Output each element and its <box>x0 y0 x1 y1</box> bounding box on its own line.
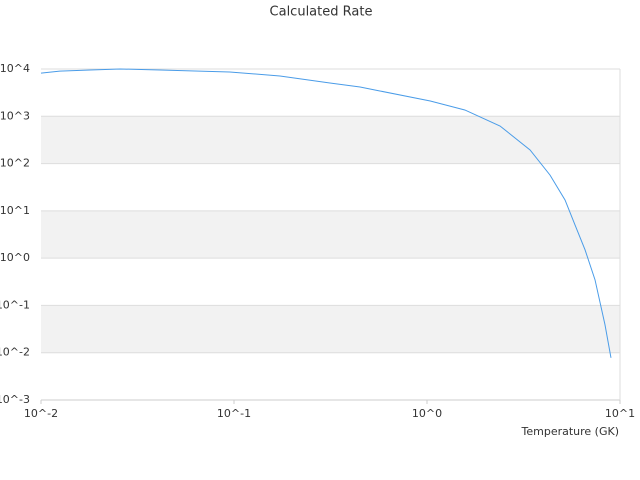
y-tick-label: 10^0 <box>0 251 30 264</box>
x-tick-label: 10^0 <box>412 407 442 420</box>
x-tick-label: 10^1 <box>605 407 635 420</box>
y-tick-label: 10^4 <box>0 62 30 75</box>
grid-band <box>41 210 620 259</box>
data-line <box>40 68 612 358</box>
grid-band <box>41 116 620 164</box>
y-tick-label: 10^3 <box>0 109 30 122</box>
x-axis-label: Temperature (GK) <box>521 425 620 438</box>
y-tick-label: 10^2 <box>0 157 30 170</box>
y-tick-label: 10^-3 <box>0 393 30 406</box>
y-tick-label: 10^-1 <box>0 298 30 311</box>
x-tick-label: 10^-1 <box>217 407 251 420</box>
y-tick-label: 10^-2 <box>0 346 30 359</box>
x-tick-label: 10^-2 <box>24 407 58 420</box>
chart-title: Calculated Rate <box>270 5 373 20</box>
grid-band <box>41 305 620 353</box>
y-tick-label: 10^1 <box>0 204 30 217</box>
